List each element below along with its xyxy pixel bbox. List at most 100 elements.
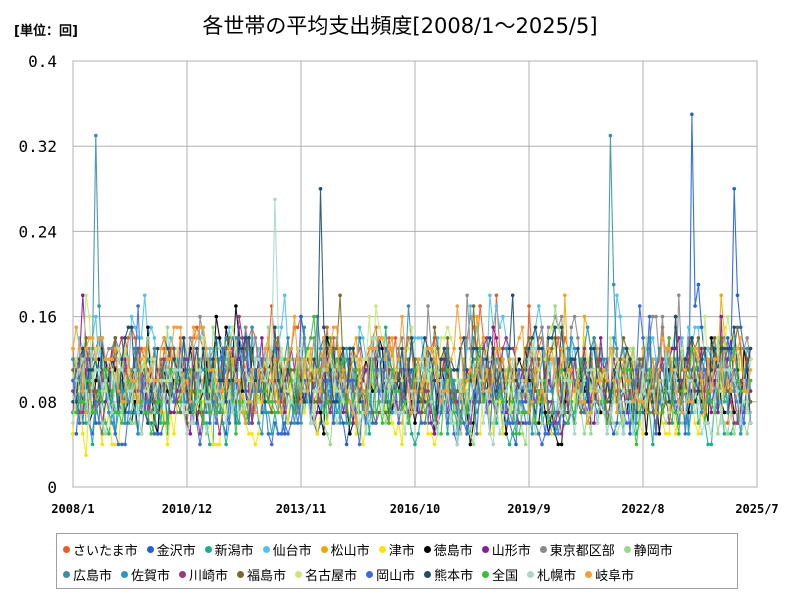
data-point bbox=[250, 368, 254, 372]
data-point bbox=[198, 325, 202, 330]
data-point bbox=[328, 410, 333, 415]
data-point bbox=[585, 410, 590, 415]
data-point bbox=[286, 432, 290, 436]
data-point bbox=[230, 336, 235, 340]
data-point bbox=[468, 410, 473, 415]
data-point bbox=[361, 410, 365, 415]
data-point bbox=[198, 410, 202, 415]
data-point bbox=[188, 400, 193, 404]
data-point bbox=[191, 368, 196, 372]
data-point bbox=[497, 325, 502, 330]
data-point bbox=[103, 421, 108, 425]
data-point bbox=[634, 421, 639, 425]
data-point bbox=[165, 368, 170, 372]
data-point bbox=[370, 346, 375, 351]
data-point bbox=[172, 410, 176, 415]
data-point bbox=[87, 421, 92, 425]
data-point bbox=[491, 400, 496, 404]
data-point bbox=[302, 357, 307, 362]
data-point bbox=[510, 346, 515, 351]
data-point bbox=[618, 378, 622, 383]
data-point bbox=[725, 314, 730, 319]
data-point bbox=[572, 357, 577, 362]
data-point bbox=[198, 442, 202, 447]
data-point bbox=[478, 304, 482, 308]
data-point bbox=[667, 410, 671, 415]
data-point bbox=[742, 389, 746, 393]
data-point bbox=[651, 442, 655, 447]
legend-label: 熊本市 bbox=[434, 568, 474, 584]
data-point bbox=[198, 368, 202, 372]
data-point bbox=[582, 378, 587, 383]
data-point bbox=[419, 421, 424, 425]
data-point bbox=[481, 357, 486, 362]
data-point bbox=[266, 400, 271, 404]
data-point bbox=[471, 378, 476, 383]
data-point bbox=[253, 442, 258, 447]
data-point bbox=[546, 421, 551, 425]
data-point bbox=[403, 346, 408, 351]
data-point bbox=[240, 346, 245, 351]
data-point bbox=[217, 400, 222, 404]
y-tick-label: 0.32 bbox=[18, 137, 57, 156]
data-point bbox=[716, 410, 720, 415]
data-point bbox=[146, 389, 150, 393]
data-point bbox=[745, 410, 749, 415]
data-point bbox=[325, 346, 329, 351]
data-point bbox=[605, 400, 609, 404]
data-point bbox=[374, 357, 378, 362]
data-point bbox=[449, 400, 453, 404]
data-point bbox=[282, 357, 287, 362]
data-point bbox=[484, 346, 489, 351]
data-point bbox=[712, 346, 717, 351]
legend-label: 東京都区部 bbox=[549, 543, 615, 559]
data-point bbox=[673, 389, 678, 393]
data-point bbox=[693, 389, 697, 393]
data-point bbox=[390, 357, 395, 362]
data-point bbox=[338, 293, 342, 298]
data-point bbox=[735, 346, 740, 351]
y-tick-label: 0.08 bbox=[18, 393, 57, 412]
data-point bbox=[553, 325, 557, 330]
data-point bbox=[357, 346, 362, 351]
data-point bbox=[387, 357, 391, 362]
data-point bbox=[361, 389, 365, 393]
data-point bbox=[712, 357, 717, 362]
data-point bbox=[537, 421, 541, 425]
data-point bbox=[344, 421, 349, 425]
data-point bbox=[81, 357, 85, 362]
data-point bbox=[387, 336, 391, 340]
data-point bbox=[517, 368, 521, 372]
data-point bbox=[651, 336, 655, 340]
data-point bbox=[641, 336, 645, 340]
data-point bbox=[514, 442, 518, 447]
data-point bbox=[221, 389, 225, 393]
data-point bbox=[709, 389, 714, 393]
data-point bbox=[146, 378, 150, 383]
data-point bbox=[90, 378, 95, 383]
data-point bbox=[439, 432, 443, 436]
data-point bbox=[634, 410, 639, 415]
data-point bbox=[432, 368, 437, 372]
data-point bbox=[256, 368, 261, 372]
data-point bbox=[426, 346, 430, 351]
data-point bbox=[732, 357, 736, 362]
data-point bbox=[230, 410, 235, 415]
data-point bbox=[654, 368, 658, 372]
x-tick-label: 2010/12 bbox=[162, 502, 213, 516]
data-point bbox=[139, 410, 144, 415]
data-point bbox=[123, 442, 127, 447]
data-point bbox=[592, 336, 596, 340]
data-point bbox=[703, 410, 707, 415]
data-point bbox=[686, 400, 691, 404]
data-point bbox=[621, 357, 626, 362]
data-point bbox=[387, 346, 391, 351]
data-point bbox=[501, 432, 505, 436]
data-point bbox=[550, 336, 554, 340]
data-point bbox=[527, 336, 531, 340]
data-point bbox=[162, 421, 166, 425]
data-point bbox=[436, 346, 440, 351]
data-point bbox=[146, 410, 150, 415]
data-point bbox=[696, 336, 701, 340]
data-point bbox=[657, 368, 662, 372]
